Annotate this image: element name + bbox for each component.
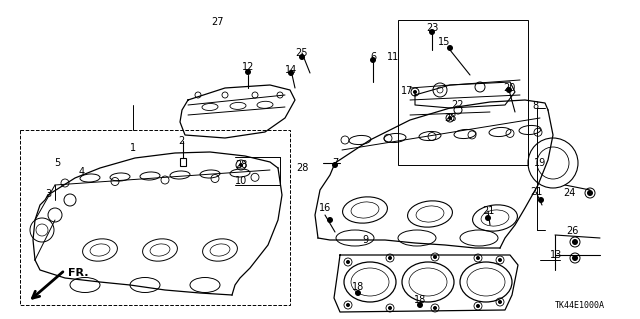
Bar — [20, 130, 290, 305]
Bar — [398, 20, 528, 165]
Circle shape — [572, 255, 578, 261]
Circle shape — [346, 303, 350, 307]
Text: FR.: FR. — [68, 268, 88, 278]
Circle shape — [245, 69, 251, 75]
Text: 26: 26 — [566, 226, 578, 236]
Circle shape — [572, 239, 578, 245]
Text: 21: 21 — [530, 187, 542, 197]
Text: 24: 24 — [563, 188, 575, 198]
Text: 9: 9 — [362, 235, 368, 245]
Text: 4: 4 — [79, 167, 85, 177]
Circle shape — [288, 70, 294, 76]
Circle shape — [299, 54, 305, 60]
Circle shape — [355, 290, 361, 296]
Bar — [180, 158, 186, 166]
Circle shape — [498, 300, 502, 304]
Text: 14: 14 — [285, 65, 297, 75]
Circle shape — [433, 306, 437, 310]
Text: 10: 10 — [235, 176, 247, 186]
Text: 13: 13 — [550, 250, 562, 260]
Text: 28: 28 — [444, 113, 456, 123]
Text: 6: 6 — [370, 52, 376, 62]
Text: 28: 28 — [235, 160, 247, 170]
Text: 25: 25 — [296, 48, 308, 58]
Text: 7: 7 — [332, 158, 338, 168]
Circle shape — [370, 57, 376, 63]
Circle shape — [498, 258, 502, 262]
Circle shape — [388, 306, 392, 310]
Circle shape — [433, 255, 437, 259]
Circle shape — [417, 302, 423, 308]
Text: 17: 17 — [401, 86, 413, 96]
Text: 2: 2 — [178, 136, 184, 146]
Circle shape — [476, 256, 480, 260]
Text: 11: 11 — [387, 52, 399, 62]
Circle shape — [476, 304, 480, 308]
Circle shape — [327, 217, 333, 223]
Circle shape — [587, 190, 593, 196]
Text: 23: 23 — [426, 23, 438, 33]
Circle shape — [429, 29, 435, 35]
Text: 27: 27 — [212, 17, 224, 27]
Text: 28: 28 — [296, 163, 308, 173]
Circle shape — [538, 197, 544, 203]
Circle shape — [506, 87, 512, 93]
Circle shape — [332, 162, 338, 168]
Circle shape — [239, 163, 243, 167]
Circle shape — [388, 256, 392, 260]
Text: 19: 19 — [534, 158, 546, 168]
Text: 3: 3 — [45, 189, 51, 199]
Circle shape — [447, 45, 453, 51]
Circle shape — [485, 215, 491, 221]
Text: 5: 5 — [54, 158, 60, 168]
Text: 12: 12 — [242, 62, 254, 72]
Text: 1: 1 — [130, 143, 136, 153]
Text: 18: 18 — [414, 295, 426, 305]
Text: 15: 15 — [438, 37, 450, 47]
Text: TK44E1000A: TK44E1000A — [555, 300, 605, 309]
Circle shape — [346, 260, 350, 264]
Text: 20: 20 — [503, 83, 515, 93]
Text: 18: 18 — [352, 282, 364, 292]
Text: 16: 16 — [319, 203, 331, 213]
Text: 21: 21 — [482, 206, 494, 216]
Circle shape — [448, 116, 452, 120]
Circle shape — [413, 90, 417, 94]
Text: 22: 22 — [452, 100, 464, 110]
Text: 8: 8 — [532, 101, 538, 111]
